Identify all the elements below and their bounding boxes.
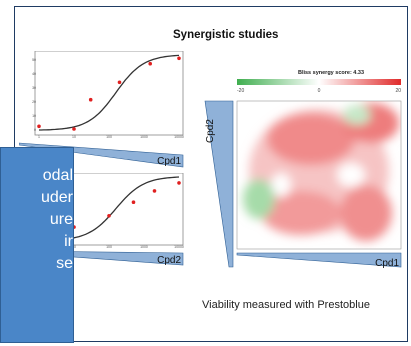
cpd1-ramp-triangle [236, 252, 402, 268]
y-tick-label: 20 [32, 100, 36, 104]
footer-caption: Viability measured with Prestoblue [202, 299, 370, 311]
x-tick-label: 10000 [174, 135, 184, 139]
y-tick-label: 50 [32, 58, 36, 62]
text-callout-box: odal uder ure ir se [0, 147, 74, 343]
synergy-heatmap-panel: Bliss synergy score: 4.33 -20 0 20 Cpd2 [204, 70, 402, 269]
data-point [148, 61, 152, 66]
callout-line: odal [42, 167, 73, 184]
data-point [88, 97, 93, 102]
slide-title: Synergistic studies [173, 29, 279, 41]
callout-line: ir [64, 233, 73, 250]
legend-title: Bliss synergy score: 4.33 [298, 70, 364, 76]
data-point [117, 80, 122, 85]
data-point [177, 181, 181, 185]
x-tick-label: 10000 [174, 245, 184, 249]
data-point [37, 124, 41, 129]
antagonism-region [243, 179, 275, 219]
data-point [177, 56, 181, 61]
legend-tick-low: -20 [237, 88, 244, 94]
y-tick-label: 40 [32, 72, 36, 76]
antagonism-region [343, 105, 371, 125]
data-point [107, 214, 111, 218]
x-tick-label: 1000 [140, 135, 148, 139]
x-tick-label: 10 [72, 135, 76, 139]
data-point [72, 127, 76, 131]
neutral-region [271, 173, 291, 197]
cpd2-axis-label: Cpd2 [205, 119, 216, 143]
fit-curve [39, 54, 180, 131]
x-tick-label: 1 [38, 135, 40, 139]
x-tick-label: 100 [106, 135, 112, 139]
synergy-region [261, 191, 341, 235]
y-tick-label: 30 [32, 86, 36, 90]
data-point [152, 189, 157, 193]
plot-area [34, 51, 184, 136]
cpd2-ramp-triangle [204, 100, 234, 268]
y-tick-label: 10 [32, 114, 36, 118]
x-tick-label: 1000 [140, 245, 148, 249]
callout-line: ure [49, 211, 73, 228]
y-tick-label: 0 [34, 128, 36, 132]
synergy-region [267, 113, 355, 165]
legend-tick-mid: 0 [318, 88, 321, 94]
slide-frame: Synergistic studies 50 40 30 20 10 0 1 10 100 10… [14, 6, 408, 342]
heatmap-surface [243, 103, 399, 241]
cpd2-axis-label: Cpd2 [157, 255, 181, 266]
cpd1-axis-label: Cpd1 [375, 258, 399, 269]
callout-line: uder [40, 189, 73, 206]
callout-line: se [56, 255, 73, 272]
synergy-region [340, 185, 392, 241]
cpd1-axis-label: Cpd1 [157, 156, 181, 167]
x-tick-label: 10 [72, 245, 76, 249]
color-legend-bar [237, 79, 401, 85]
legend-tick-high: 20 [395, 88, 401, 94]
x-tick-label: 100 [106, 245, 112, 249]
data-point [131, 200, 136, 204]
neutral-region [337, 163, 365, 187]
